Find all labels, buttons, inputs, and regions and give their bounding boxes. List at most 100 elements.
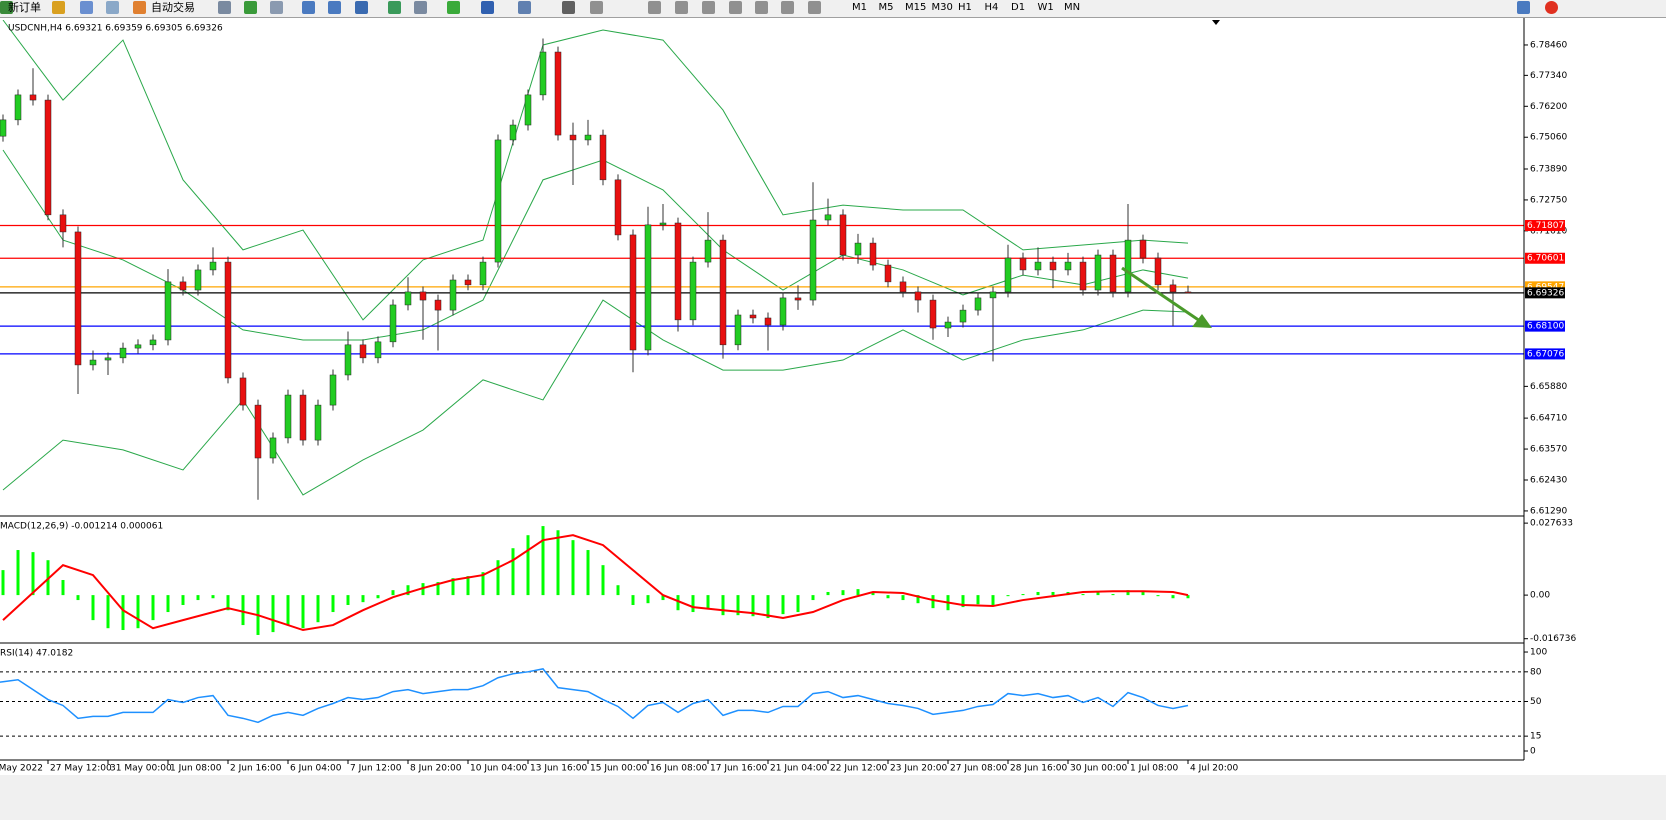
auto-trading-icon[interactable] xyxy=(133,1,146,14)
text-tool[interactable] xyxy=(755,1,768,14)
price-level-label: 6.69326 xyxy=(1527,288,1564,298)
x-tick-label: 28 Jun 16:00 xyxy=(1010,764,1067,774)
macd-bar xyxy=(1186,595,1190,599)
macd-bar xyxy=(286,595,290,626)
crosshair-tool[interactable] xyxy=(590,1,603,14)
candle-body xyxy=(359,344,367,359)
macd-bar xyxy=(556,530,560,596)
timeframe-button[interactable]: M15 xyxy=(905,2,927,13)
x-tick-label: 22 Jun 12:00 xyxy=(830,764,887,774)
candle-body xyxy=(344,344,352,376)
candle-body xyxy=(914,291,922,301)
timeframe-button[interactable]: H4 xyxy=(984,2,999,13)
candle-body xyxy=(1034,261,1042,271)
macd-bar xyxy=(211,595,215,599)
y-tick-label: 50 xyxy=(1530,697,1542,707)
candle-body xyxy=(404,291,412,306)
macd-bar xyxy=(376,595,380,599)
tool-icon[interactable] xyxy=(447,1,460,14)
candle-body xyxy=(959,309,967,323)
candle-body xyxy=(929,299,937,329)
tool-icon[interactable] xyxy=(270,1,283,14)
candle-body xyxy=(824,214,832,221)
timeframe-button[interactable]: M5 xyxy=(878,2,894,13)
new-order-icon[interactable] xyxy=(0,1,13,14)
candle-body xyxy=(569,134,577,141)
candle-body xyxy=(209,261,217,271)
x-tick-label: 10 Jun 04:00 xyxy=(470,764,527,774)
trend-arrow xyxy=(1121,266,1212,328)
label-tool[interactable] xyxy=(781,1,794,14)
new-order-button[interactable]: 新订单 xyxy=(8,1,41,14)
macd-bar xyxy=(316,595,320,623)
candle-body xyxy=(434,299,442,311)
price-level-label: 6.67076 xyxy=(1527,349,1564,359)
timeframe-button[interactable]: D1 xyxy=(1011,2,1026,13)
candle-body xyxy=(1064,261,1072,271)
candle-body xyxy=(389,304,397,343)
macd-bar xyxy=(526,535,530,596)
tool-icon[interactable] xyxy=(80,1,93,14)
candle-body xyxy=(659,222,667,226)
zoom-in[interactable] xyxy=(302,1,315,14)
macd-bar xyxy=(736,595,740,616)
candle-body xyxy=(254,404,262,459)
macd-bar xyxy=(451,578,455,596)
candle-body xyxy=(29,94,37,101)
rsi-line xyxy=(0,668,1189,724)
x-tick-label: 1 Jul 08:00 xyxy=(1130,764,1179,774)
macd-bar xyxy=(226,595,230,611)
macd-bar xyxy=(796,595,800,613)
macd-bar xyxy=(391,590,395,596)
timeframe-button[interactable]: M30 xyxy=(931,2,953,13)
tool-icon[interactable] xyxy=(414,1,427,14)
candle-body xyxy=(1079,261,1087,291)
fibo-tool[interactable] xyxy=(729,1,742,14)
macd-bar xyxy=(466,576,470,596)
arrow-tool[interactable] xyxy=(808,1,821,14)
macd-bar xyxy=(496,560,500,596)
candle-body xyxy=(119,347,127,359)
tool-icon[interactable] xyxy=(244,1,257,14)
tool-icon[interactable] xyxy=(218,1,231,14)
macd-bar xyxy=(1141,591,1145,596)
zoom-out[interactable] xyxy=(328,1,341,14)
macd-bar xyxy=(91,595,95,621)
tool-icon[interactable] xyxy=(388,1,401,14)
macd-bar xyxy=(691,595,695,613)
x-tick-label: 17 Jun 16:00 xyxy=(710,764,767,774)
auto-trading-button[interactable]: 自动交易 xyxy=(151,1,195,14)
trendline-tool[interactable] xyxy=(675,1,688,14)
tool-icon[interactable] xyxy=(518,1,531,14)
channel-tool[interactable] xyxy=(702,1,715,14)
hline-tool[interactable] xyxy=(648,1,661,14)
tool-icon[interactable] xyxy=(481,1,494,14)
timeframe-button[interactable]: W1 xyxy=(1037,2,1054,13)
x-tick-label: 27 May 12:00 xyxy=(50,764,112,774)
tool-icon[interactable] xyxy=(106,1,119,14)
tool-icon[interactable] xyxy=(355,1,368,14)
notification[interactable] xyxy=(1545,1,1558,14)
macd-panel xyxy=(1,526,1190,635)
bollinger-lower xyxy=(2,299,1189,496)
candle-body xyxy=(14,94,22,121)
search[interactable] xyxy=(1517,1,1530,14)
candle-body xyxy=(0,119,7,137)
y-tick-label: 6.61290 xyxy=(1530,506,1567,516)
macd-bar xyxy=(1021,594,1025,596)
macd-bar xyxy=(661,595,665,601)
timeframe-button[interactable]: M1 xyxy=(852,2,867,13)
x-tick-label: 23 Jun 20:00 xyxy=(890,764,947,774)
candle-body xyxy=(989,291,997,299)
macd-bar xyxy=(1081,594,1085,596)
y-tick-label: 0 xyxy=(1530,746,1536,756)
x-tick-label: 16 Jun 08:00 xyxy=(650,764,707,774)
price-level-label: 6.70601 xyxy=(1527,254,1564,264)
price-level-tag xyxy=(1525,348,1565,360)
timeframe-button[interactable]: MN xyxy=(1064,2,1081,13)
tool-icon[interactable] xyxy=(52,1,65,14)
timeframe-button[interactable]: H1 xyxy=(958,2,972,13)
cursor-tool[interactable] xyxy=(562,1,575,14)
macd-bar xyxy=(676,595,680,611)
panel-title: MACD(12,26,9) -0.001214 0.000061 xyxy=(0,522,163,532)
